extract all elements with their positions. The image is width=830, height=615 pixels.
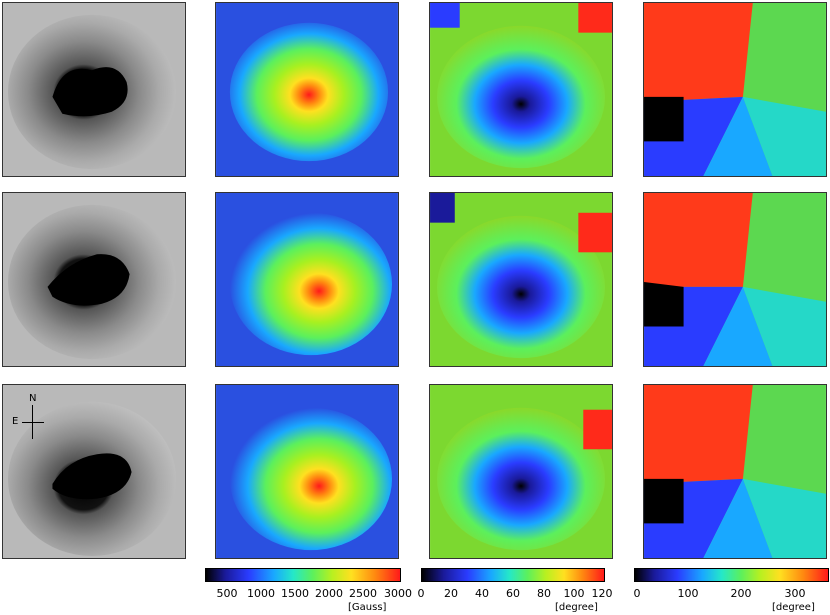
field-strength-panel-row1	[215, 2, 399, 177]
intensity-panel-row1	[2, 2, 186, 177]
colorbar-tick-label: 200	[730, 587, 752, 600]
colorbar-unit-label: [Gauss]	[348, 602, 387, 613]
colorbar-unit-label: [degree]	[555, 602, 598, 613]
colorbar-tick-label: 120	[591, 587, 613, 600]
intensity-panel-row3	[2, 384, 186, 559]
azimuth-panel-row2	[643, 192, 827, 367]
field-strength-panel-row3	[215, 384, 399, 559]
azimuth-panel-row1	[643, 2, 827, 177]
colorbar-tick-label: 300	[784, 587, 806, 600]
colorbar-tick-label: 40	[475, 587, 489, 600]
inclination-panel-row2	[429, 192, 613, 367]
colorbar-azimuth	[634, 568, 829, 582]
colorbar-tick-label: 0	[417, 587, 425, 600]
field-strength-panel-row2	[215, 192, 399, 367]
colorbar-tick-label: 80	[537, 587, 551, 600]
compass-north-label: N	[29, 393, 37, 404]
compass-rose: N E	[12, 393, 54, 443]
colorbar-field-strength	[205, 568, 401, 582]
colorbar-tick-label: 1500	[281, 587, 309, 600]
colorbar-tick-label: 500	[216, 587, 238, 600]
colorbar-tick-label: 100	[677, 587, 699, 600]
colorbar-tick-label: 60	[506, 587, 520, 600]
colorbar-tick-label: 0	[633, 587, 641, 600]
azimuth-panel-row3	[643, 384, 827, 559]
colorbar-tick-label: 1000	[247, 587, 275, 600]
inclination-panel-row3	[429, 384, 613, 559]
colorbar-tick-label: 100	[563, 587, 585, 600]
colorbar-tick-label: 2500	[349, 587, 377, 600]
intensity-panel-row2	[2, 192, 186, 367]
inclination-panel-row1	[429, 2, 613, 177]
compass-horizontal-line	[22, 422, 44, 423]
colorbar-tick-label: 20	[444, 587, 458, 600]
colorbar-inclination	[421, 568, 605, 582]
colorbar-tick-label: 3000	[384, 587, 412, 600]
compass-east-label: E	[12, 416, 19, 427]
colorbar-unit-label: [degree]	[772, 602, 815, 613]
colorbar-tick-label: 2000	[315, 587, 343, 600]
